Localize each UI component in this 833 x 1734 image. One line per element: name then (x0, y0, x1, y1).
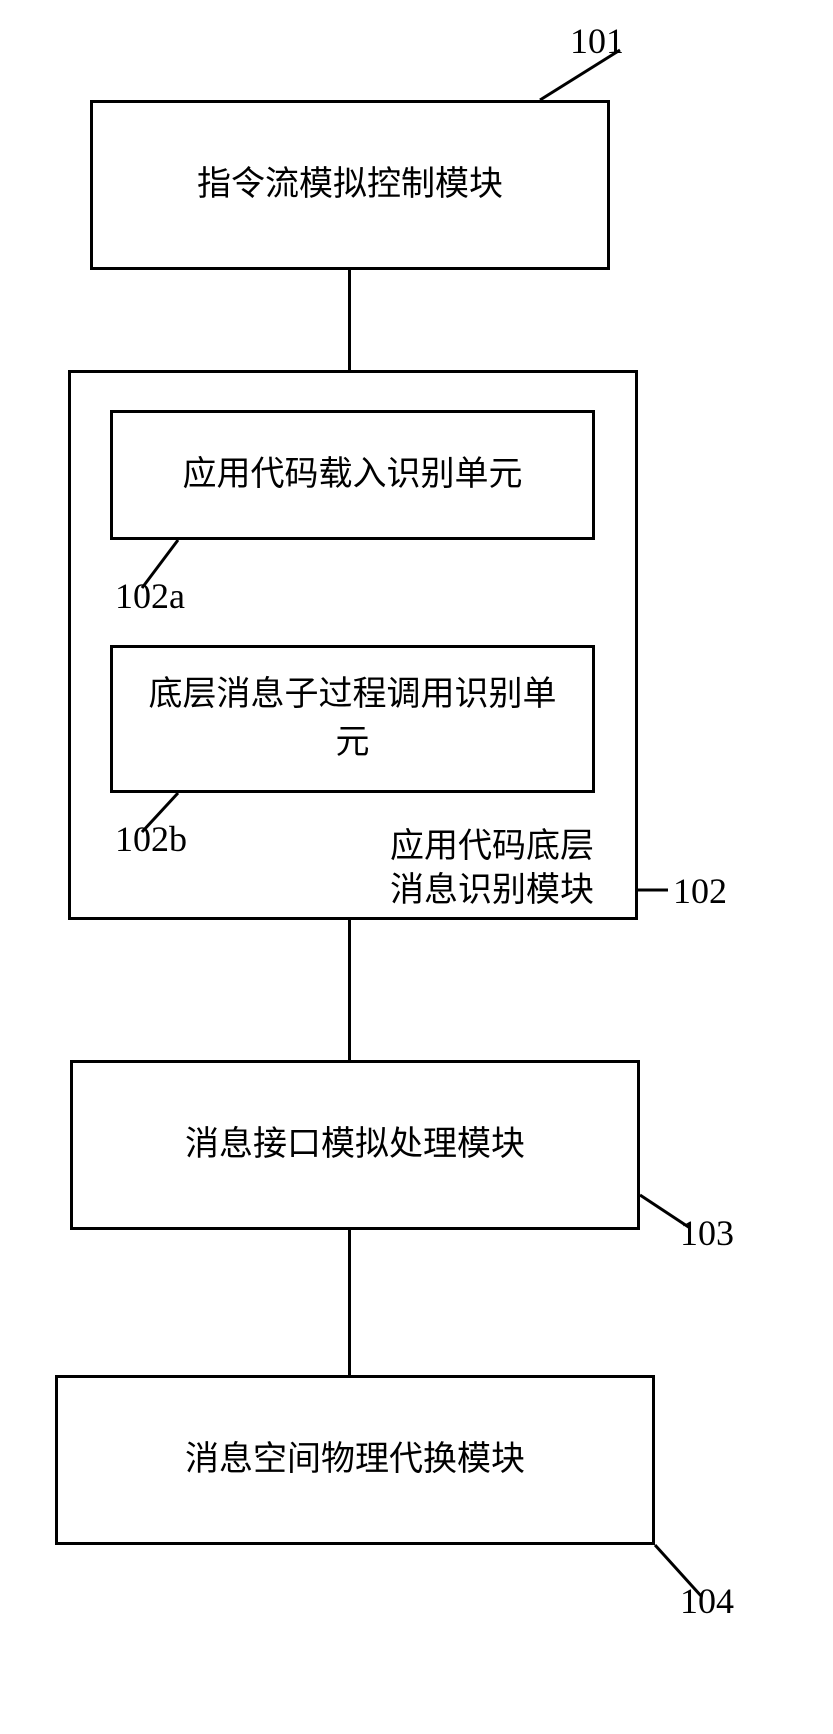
node-101-text: 指令流模拟控制模块 (197, 161, 503, 209)
node-103-text: 消息接口模拟处理模块 (185, 1121, 525, 1169)
label-102b: 102b (115, 818, 187, 860)
label-102: 102 (673, 870, 727, 912)
label-102-title: 应用代码底层 消息识别模块 (390, 825, 594, 913)
connector-102-103 (348, 920, 351, 1060)
label-102a: 102a (115, 575, 185, 617)
connector-101-102 (348, 270, 351, 370)
label-103: 103 (680, 1212, 734, 1254)
node-102b: 底层消息子过程调用识别单元 (110, 645, 595, 793)
connector-103-104 (348, 1230, 351, 1375)
node-103: 消息接口模拟处理模块 (70, 1060, 640, 1230)
label-102-title-line2: 消息识别模块 (390, 872, 594, 909)
node-102a: 应用代码载入识别单元 (110, 410, 595, 540)
label-101: 101 (570, 20, 624, 62)
flowchart-diagram: 指令流模拟控制模块 应用代码载入识别单元 底层消息子过程调用识别单元 消息接口模… (0, 0, 833, 1734)
node-104: 消息空间物理代换模块 (55, 1375, 655, 1545)
node-102a-text: 应用代码载入识别单元 (183, 451, 523, 499)
node-101: 指令流模拟控制模块 (90, 100, 610, 270)
label-102-title-line1: 应用代码底层 (390, 828, 594, 865)
node-102b-text: 底层消息子过程调用识别单元 (123, 671, 582, 766)
label-104: 104 (680, 1580, 734, 1622)
node-104-text: 消息空间物理代换模块 (185, 1436, 525, 1484)
